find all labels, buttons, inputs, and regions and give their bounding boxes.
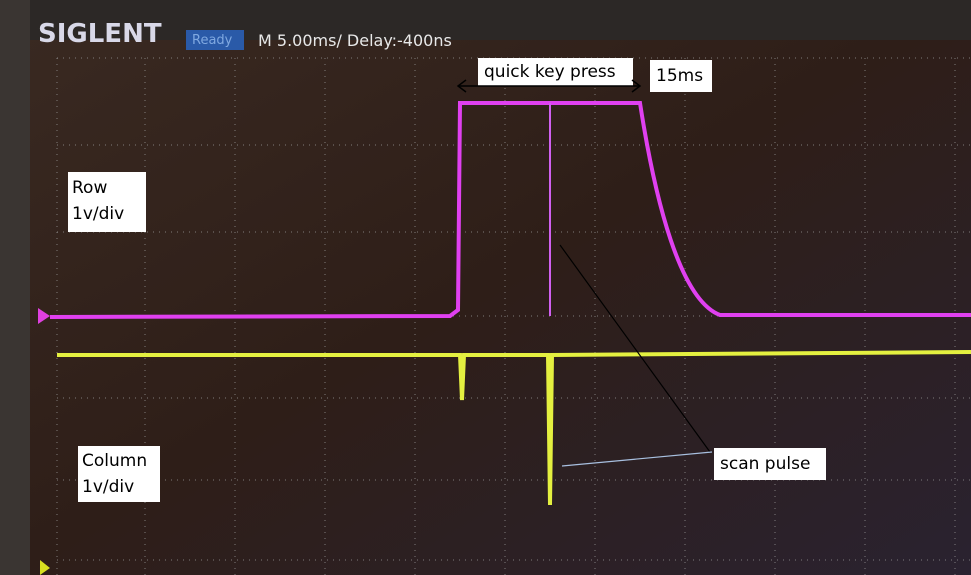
column-scale: 1v/div [82,477,134,497]
status: Ready [192,33,233,48]
scan-pulse-label: scan pulse [720,454,810,474]
brand: SIGLENT [38,19,162,49]
scope-photo: SIGLENT Ready M 5.00ms/ Delay:-400ns qui… [0,0,971,575]
bezel-left [0,0,30,575]
row-scale: 1v/div [72,204,124,224]
column-label: Column [82,451,147,471]
key-press-label: quick key press [484,62,616,82]
page: SIGLENT Ready M 5.00ms/ Delay:-400ns qui… [0,0,971,575]
row-label: Row [72,178,107,198]
duration-label: 15ms [656,66,703,86]
timebase: M 5.00ms/ Delay:-400ns [258,31,452,50]
